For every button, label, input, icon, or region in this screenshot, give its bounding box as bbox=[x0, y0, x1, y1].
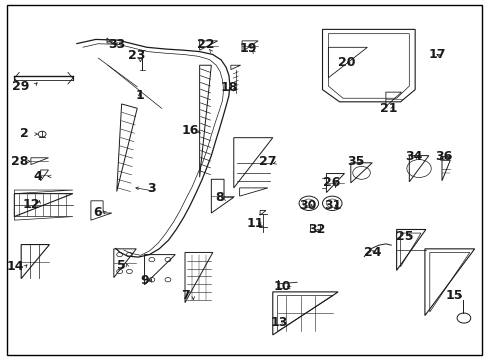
Text: 31: 31 bbox=[324, 199, 341, 212]
Text: 28: 28 bbox=[11, 155, 28, 168]
Text: 11: 11 bbox=[246, 217, 264, 230]
Text: 1: 1 bbox=[135, 89, 144, 102]
Text: 9: 9 bbox=[140, 274, 148, 287]
Text: 3: 3 bbox=[147, 183, 156, 195]
Text: 25: 25 bbox=[395, 230, 412, 243]
Text: 36: 36 bbox=[434, 150, 451, 163]
Text: 34: 34 bbox=[405, 150, 422, 163]
Text: 27: 27 bbox=[259, 155, 276, 168]
Text: 33: 33 bbox=[108, 38, 125, 51]
Text: 35: 35 bbox=[346, 155, 364, 168]
Text: 13: 13 bbox=[270, 316, 288, 329]
Text: 20: 20 bbox=[338, 56, 355, 69]
Text: 4: 4 bbox=[34, 170, 42, 183]
Text: 15: 15 bbox=[445, 289, 462, 302]
Text: 22: 22 bbox=[196, 38, 214, 51]
Text: 26: 26 bbox=[322, 176, 339, 189]
Text: 30: 30 bbox=[299, 199, 316, 212]
Text: 10: 10 bbox=[273, 280, 291, 293]
Text: 2: 2 bbox=[20, 127, 28, 140]
Text: 19: 19 bbox=[239, 41, 257, 54]
Text: 16: 16 bbox=[181, 124, 198, 137]
Text: 14: 14 bbox=[6, 260, 24, 273]
Text: 24: 24 bbox=[363, 246, 380, 259]
Text: 17: 17 bbox=[427, 48, 445, 61]
Text: 32: 32 bbox=[307, 223, 325, 236]
Text: 12: 12 bbox=[22, 198, 40, 211]
Text: 23: 23 bbox=[127, 49, 144, 62]
Text: 8: 8 bbox=[214, 192, 223, 204]
Text: 18: 18 bbox=[220, 81, 237, 94]
Text: 29: 29 bbox=[13, 80, 30, 93]
Text: 21: 21 bbox=[379, 103, 396, 116]
Text: 6: 6 bbox=[93, 206, 102, 219]
Text: 5: 5 bbox=[117, 259, 126, 272]
Text: 7: 7 bbox=[180, 289, 189, 302]
